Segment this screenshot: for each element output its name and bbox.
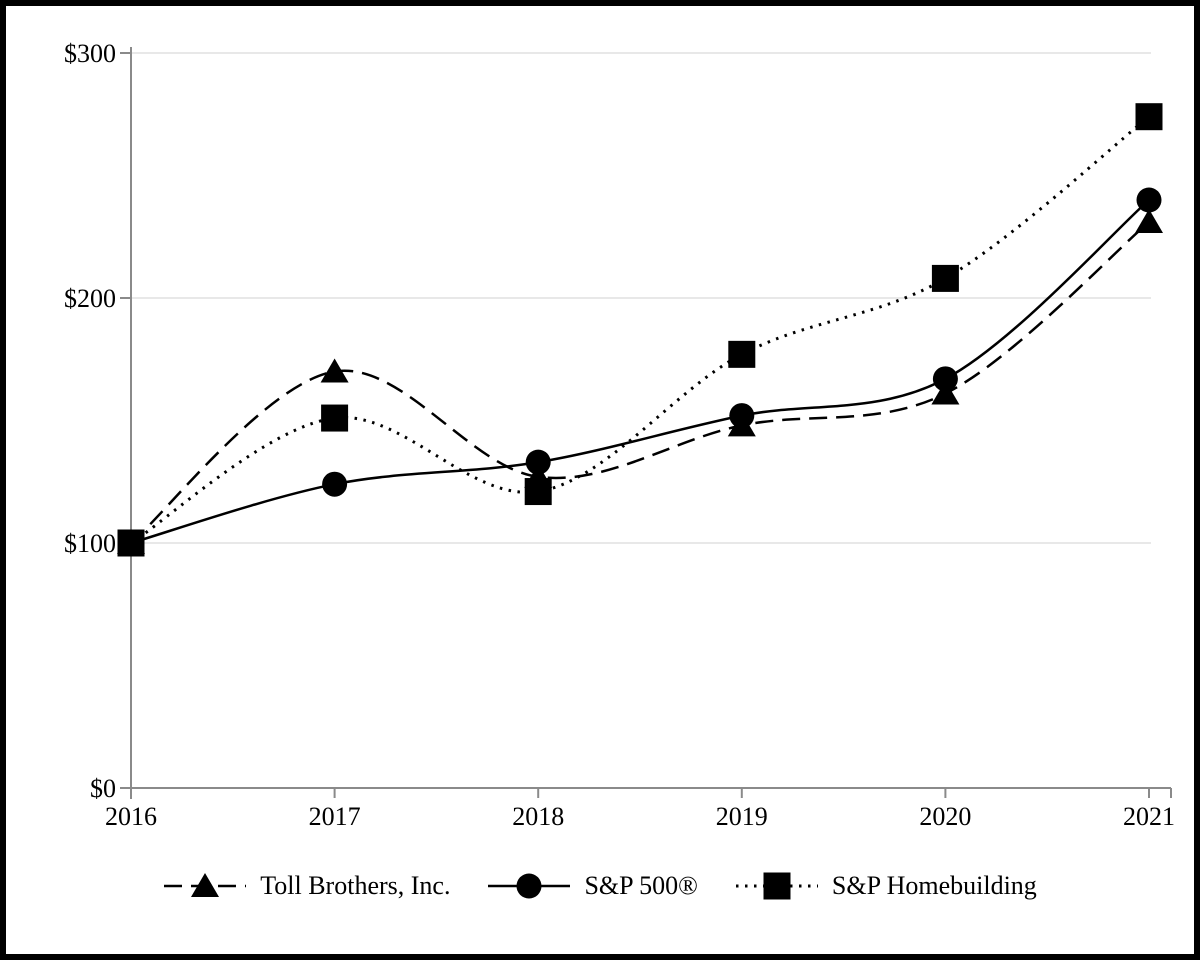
y-axis-label: $300 <box>64 39 116 68</box>
series-1-marker-circle <box>729 403 755 429</box>
series-0-marker-triangle <box>320 358 349 383</box>
series-line-1 <box>130 199 1150 545</box>
series-2-marker-square <box>1135 103 1163 131</box>
legend: Toll Brothers, Inc. S&P 500® S&P Homebuild… <box>6 870 1194 902</box>
series-2-marker-square <box>117 529 145 557</box>
chart-svg: $0 $100 $200 $300 2016 2017 2018 2019 2020 2021 <box>64 39 1175 831</box>
legend-sample-circle-icon <box>488 873 571 899</box>
series-2-marker-square <box>931 264 959 292</box>
series-line-2 <box>130 115 1150 545</box>
legend-item-2: S&P Homebuilding <box>735 870 1037 902</box>
x-axis-label: 2021 <box>1123 802 1175 831</box>
series-2-marker-square <box>728 340 756 368</box>
circle-icon <box>516 873 542 899</box>
y-axis-label: $0 <box>90 774 116 803</box>
x-axis-label: 2019 <box>716 802 768 831</box>
legend-item-1: S&P 500® <box>487 870 698 902</box>
series-1-marker-circle <box>1136 187 1162 213</box>
triangle-icon <box>191 873 220 897</box>
x-axis-label: 2017 <box>309 802 361 831</box>
legend-item-0: Toll Brothers, Inc. <box>163 870 450 902</box>
y-axis-label: $100 <box>64 529 116 558</box>
series-1-marker-circle <box>525 449 551 475</box>
legend-sample-square-icon <box>735 872 818 900</box>
series-line-0 <box>130 221 1150 544</box>
legend-sample-triangle-icon <box>164 873 247 897</box>
x-axis-label: 2018 <box>512 802 564 831</box>
series-0-marker-triangle <box>931 380 960 405</box>
series-0-marker-triangle <box>1135 209 1163 234</box>
square-icon <box>763 872 791 900</box>
legend-label: S&P 500® <box>584 871 698 900</box>
legend-label: S&P Homebuilding <box>831 871 1037 900</box>
series-2-marker-square <box>524 478 552 506</box>
series-1-marker-circle <box>322 471 348 497</box>
x-axis-label: 2016 <box>105 802 157 831</box>
x-axis-label: 2020 <box>919 802 971 831</box>
series-2-marker-square <box>321 404 349 432</box>
y-axis-label: $200 <box>64 284 116 313</box>
series-1-marker-circle <box>932 366 958 392</box>
legend-label: Toll Brothers, Inc. <box>260 871 451 900</box>
